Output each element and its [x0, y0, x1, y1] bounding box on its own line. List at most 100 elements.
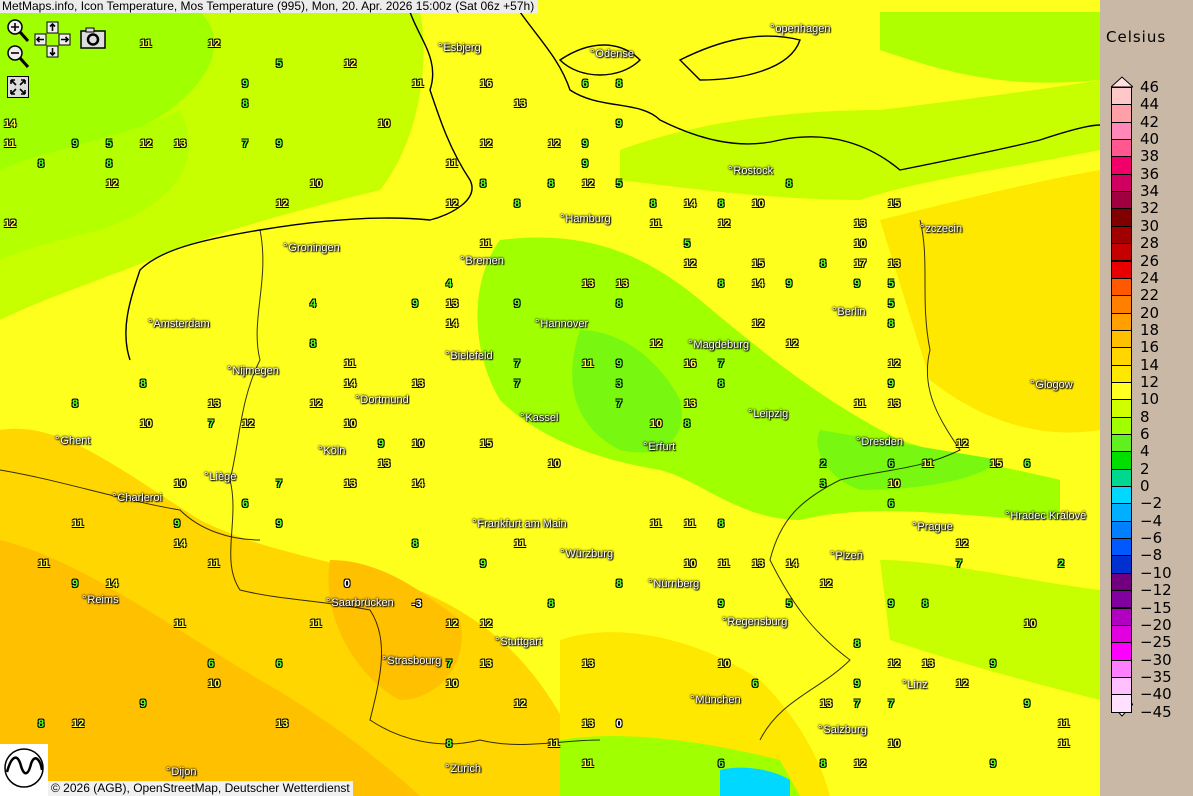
- legend-swatch: [1111, 260, 1132, 279]
- temperature-value: 5: [786, 598, 793, 610]
- city-label: Dijon: [166, 766, 196, 779]
- legend-swatch: [1111, 243, 1132, 262]
- temperature-value: 6: [888, 498, 895, 510]
- temperature-value: 14: [786, 558, 799, 570]
- pan-arrows-icon[interactable]: [34, 21, 72, 59]
- legend-label: 18: [1140, 320, 1160, 339]
- temperature-value: 7: [718, 358, 725, 370]
- temperature-value: 6: [208, 658, 215, 670]
- legend-swatch: [1111, 225, 1132, 245]
- temperature-value: 6: [242, 498, 249, 510]
- temperature-value: 13: [208, 398, 221, 410]
- temperature-value: 8: [786, 178, 793, 190]
- temperature-value: 11: [922, 458, 934, 470]
- temperature-value: 12: [718, 218, 731, 230]
- city-label: Rostock: [728, 165, 773, 178]
- temperature-value: 7: [446, 658, 453, 670]
- temperature-value: 14: [752, 278, 765, 290]
- temperature-value: 15: [752, 258, 765, 270]
- temperature-value: 12: [310, 398, 323, 410]
- legend-label: 24: [1140, 268, 1160, 287]
- legend-label: −20: [1140, 615, 1172, 634]
- temperature-value: 10: [684, 558, 697, 570]
- legend-label: 22: [1140, 286, 1160, 305]
- temperature-value: 15: [888, 198, 901, 210]
- temperature-value: 14: [174, 538, 187, 550]
- legend-swatch: [1111, 399, 1132, 418]
- temperature-value: 10: [344, 418, 357, 430]
- temperature-value: 10: [854, 238, 867, 250]
- legend-label: −15: [1140, 598, 1172, 617]
- temperature-value: 12: [548, 138, 561, 150]
- temperature-value: 13: [174, 138, 187, 150]
- temperature-value: 10: [752, 198, 765, 210]
- temperature-value: 12: [242, 418, 255, 430]
- legend-swatch: [1111, 468, 1132, 488]
- temperature-value: 12: [480, 618, 493, 630]
- temperature-value: 11: [1058, 738, 1070, 750]
- temperature-value: 8: [854, 638, 861, 650]
- temperature-value: 9: [718, 598, 725, 610]
- temperature-value: 9: [990, 658, 997, 670]
- city-label: Bielefeld: [445, 350, 492, 363]
- temperature-value: 3: [616, 378, 623, 390]
- city-label: Dortmund: [355, 394, 408, 407]
- legend-label: 44: [1140, 95, 1160, 114]
- temperature-value: 8: [106, 158, 113, 170]
- temperature-value: 3: [820, 478, 827, 490]
- temperature-value: 11: [310, 618, 322, 630]
- legend-label: −2: [1140, 494, 1163, 513]
- temperature-value: 14: [4, 118, 17, 130]
- temperature-value: 12: [582, 178, 595, 190]
- legend-label: 40: [1140, 130, 1160, 149]
- legend-label: −40: [1140, 685, 1172, 704]
- legend-swatch: [1111, 624, 1132, 644]
- temperature-value: 14: [106, 578, 119, 590]
- temperature-value: 9: [582, 158, 589, 170]
- legend-swatch: [1111, 572, 1132, 592]
- temperature-value: 13: [378, 458, 391, 470]
- temperature-value: 10: [888, 478, 901, 490]
- map-title: MetMaps.info, Icon Temperature, Mos Temp…: [0, 0, 539, 13]
- temperature-value: 12: [956, 438, 969, 450]
- temperature-value: 11: [854, 398, 866, 410]
- city-label: Kassel: [520, 412, 558, 425]
- temperature-value: 9: [174, 518, 181, 530]
- temperature-value: 8: [616, 578, 623, 590]
- temperature-value: 13: [752, 558, 765, 570]
- legend-label: 2: [1140, 459, 1150, 478]
- temperature-value: 4: [310, 298, 317, 310]
- zoom-out-icon[interactable]: [6, 44, 30, 70]
- temperature-value: 12: [344, 58, 357, 70]
- temperature-value: 9: [276, 138, 283, 150]
- temperature-value: 12: [956, 538, 969, 550]
- temperature-value: 10: [378, 118, 391, 130]
- city-label: Odense: [590, 48, 634, 61]
- temperature-value: 13: [412, 378, 425, 390]
- temperature-value: 2: [1058, 558, 1065, 570]
- temperature-value: 5: [276, 58, 283, 70]
- metmaps-logo: [0, 744, 48, 796]
- temperature-value: 7: [514, 378, 521, 390]
- camera-icon[interactable]: [80, 27, 106, 49]
- zoom-in-icon[interactable]: [6, 18, 30, 44]
- legend-label: −25: [1140, 633, 1172, 652]
- weather-map[interactable]: MetMaps.info, Icon Temperature, Mos Temp…: [0, 0, 1100, 796]
- legend-label: 6: [1140, 425, 1150, 443]
- city-label: openhagen: [770, 23, 830, 36]
- city-label: Saarbrücken: [326, 597, 393, 610]
- legend-swatch: [1111, 329, 1132, 349]
- legend-label: 20: [1140, 303, 1160, 322]
- temperature-value: 11: [72, 518, 84, 530]
- city-label: Amsterdam: [148, 318, 209, 331]
- legend-label: 36: [1140, 164, 1160, 183]
- temperature-value: 6: [1024, 458, 1031, 470]
- city-label: Esbjerg: [438, 42, 480, 55]
- legend-swatch: [1111, 555, 1132, 574]
- temperature-value: 8: [922, 598, 929, 610]
- temperature-value: 6: [276, 658, 283, 670]
- temperature-value: -3: [412, 598, 422, 610]
- fullscreen-icon[interactable]: [7, 76, 29, 98]
- legend-label: 26: [1140, 251, 1160, 270]
- city-label: Hannover: [535, 318, 588, 331]
